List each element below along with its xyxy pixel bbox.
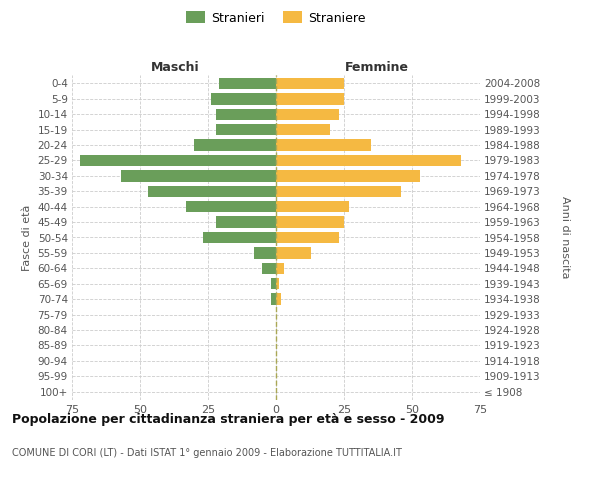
Bar xyxy=(276,294,281,305)
Bar xyxy=(219,78,276,89)
Bar xyxy=(276,216,344,228)
Bar xyxy=(276,124,331,136)
Bar xyxy=(276,108,338,120)
Text: COMUNE DI CORI (LT) - Dati ISTAT 1° gennaio 2009 - Elaborazione TUTTITALIA.IT: COMUNE DI CORI (LT) - Dati ISTAT 1° genn… xyxy=(12,448,402,458)
Text: Femmine: Femmine xyxy=(344,61,409,74)
Bar xyxy=(276,186,401,197)
Text: Popolazione per cittadinanza straniera per età e sesso - 2009: Popolazione per cittadinanza straniera p… xyxy=(12,412,445,426)
Bar xyxy=(271,278,276,289)
Bar xyxy=(203,232,276,243)
Bar xyxy=(262,262,276,274)
Bar xyxy=(276,247,311,258)
Bar xyxy=(276,278,279,289)
Bar xyxy=(276,201,349,212)
Bar xyxy=(276,78,344,89)
Bar xyxy=(276,93,344,104)
Bar xyxy=(121,170,276,181)
Bar xyxy=(276,154,461,166)
Bar xyxy=(216,124,276,136)
Bar xyxy=(276,262,284,274)
Bar xyxy=(211,93,276,104)
Y-axis label: Fasce di età: Fasce di età xyxy=(22,204,32,270)
Bar xyxy=(216,216,276,228)
Bar xyxy=(254,247,276,258)
Bar xyxy=(276,232,338,243)
Bar xyxy=(276,170,420,181)
Bar xyxy=(271,294,276,305)
Bar xyxy=(194,140,276,151)
Bar xyxy=(186,201,276,212)
Legend: Stranieri, Straniere: Stranieri, Straniere xyxy=(181,6,371,30)
Bar xyxy=(276,140,371,151)
Y-axis label: Anni di nascita: Anni di nascita xyxy=(560,196,571,279)
Bar xyxy=(80,154,276,166)
Bar xyxy=(216,108,276,120)
Text: Maschi: Maschi xyxy=(151,61,200,74)
Bar xyxy=(148,186,276,197)
